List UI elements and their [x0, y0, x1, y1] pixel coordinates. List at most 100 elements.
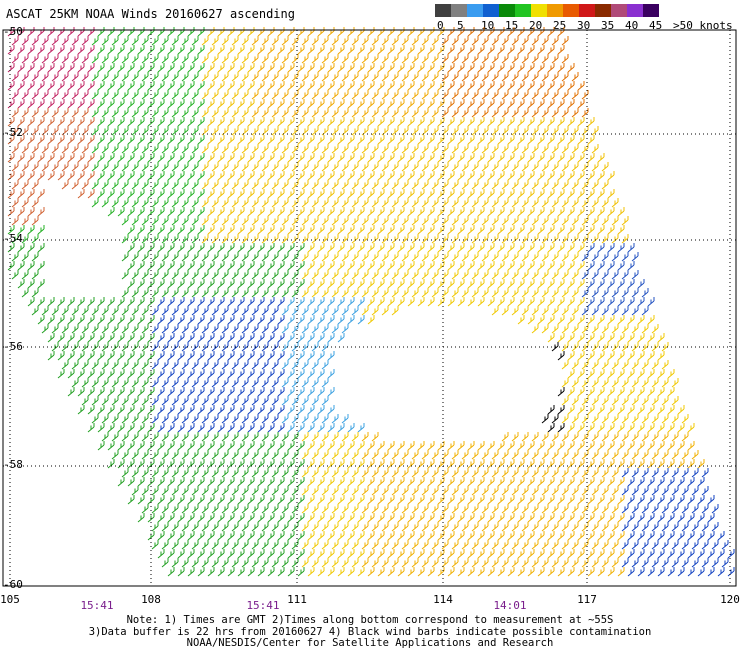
wind-barb	[351, 198, 359, 208]
wind-barb	[537, 567, 545, 577]
wind-barb	[61, 306, 69, 316]
wind-barb	[387, 297, 395, 307]
wind-barb	[491, 90, 499, 100]
wind-barb	[507, 27, 515, 37]
wind-barb	[367, 117, 375, 127]
wind-barb	[407, 207, 415, 217]
wind-barb	[587, 279, 595, 289]
wind-barb	[237, 405, 245, 415]
wind-barb	[21, 108, 29, 118]
wind-barb	[387, 531, 395, 541]
wind-barb	[181, 522, 189, 532]
wind-barb	[561, 522, 569, 532]
wind-barb	[471, 522, 479, 532]
wind-barb	[127, 315, 135, 325]
wind-barb	[307, 567, 315, 577]
wind-barb	[131, 216, 139, 226]
wind-barb	[511, 468, 519, 478]
wind-barb	[201, 198, 209, 208]
wind-barb	[321, 504, 329, 514]
wind-barb	[431, 450, 439, 460]
wind-barb	[547, 477, 555, 487]
wind-barb	[277, 63, 285, 73]
wind-barb	[497, 225, 505, 235]
wind-barb	[7, 171, 15, 181]
wind-barb	[411, 144, 419, 154]
wind-barb	[177, 297, 185, 307]
wind-barb	[591, 180, 599, 190]
wind-barb	[201, 396, 209, 406]
wind-barb	[377, 99, 385, 109]
wind-barb	[361, 234, 369, 244]
wind-barb	[337, 135, 345, 145]
wind-barb	[287, 333, 295, 343]
wind-barb	[601, 198, 609, 208]
wind-barb	[417, 459, 425, 469]
wind-barb	[537, 135, 545, 145]
wind-barb	[197, 135, 205, 145]
wind-barb	[297, 477, 305, 487]
wind-barb	[321, 252, 329, 262]
wind-barb	[611, 324, 619, 334]
wind-barb	[77, 171, 85, 181]
wind-barb	[617, 315, 625, 325]
wind-barb	[441, 180, 449, 190]
wind-barb	[281, 36, 289, 46]
wind-barb	[107, 351, 115, 361]
wind-barb	[187, 549, 195, 559]
wind-barb	[197, 549, 205, 559]
wind-barb	[411, 486, 419, 496]
wind-barb	[561, 396, 569, 406]
wind-barb	[541, 216, 549, 226]
wind-barb	[307, 333, 315, 343]
wind-barb	[341, 558, 349, 568]
legend-labels: 0 5 10 15 20 25 30 35 40 45 >50 knots	[435, 17, 733, 32]
wind-barb	[77, 315, 85, 325]
wind-barb	[391, 54, 399, 64]
wind-barb	[647, 333, 655, 343]
wind-barb	[401, 558, 409, 568]
wind-barb	[551, 216, 559, 226]
wind-barb	[361, 558, 369, 568]
wind-barb	[267, 189, 275, 199]
wind-barb	[401, 270, 409, 280]
wind-barb	[151, 270, 159, 280]
wind-barb	[167, 531, 175, 541]
wind-barb	[307, 297, 315, 307]
wind-barb	[341, 324, 349, 334]
wind-barb	[427, 459, 435, 469]
wind-barb	[371, 540, 379, 550]
wind-barb	[577, 513, 585, 523]
wind-barb	[521, 504, 529, 514]
wind-barb	[411, 108, 419, 118]
wind-barb	[77, 333, 85, 343]
wind-barb	[247, 27, 255, 37]
wind-barb	[261, 90, 269, 100]
wind-barb	[277, 261, 285, 271]
wind-barb	[531, 90, 539, 100]
wind-barb	[211, 558, 219, 568]
wind-barb	[437, 513, 445, 523]
wind-barb	[561, 450, 569, 460]
wind-barb	[651, 432, 659, 442]
wind-barb	[387, 117, 395, 127]
wind-barb	[211, 432, 219, 442]
wind-barb	[337, 81, 345, 91]
wind-barb	[667, 495, 675, 505]
wind-barb	[127, 99, 135, 109]
wind-barb	[387, 279, 395, 289]
wind-barb	[197, 261, 205, 271]
wind-barb	[477, 477, 485, 487]
wind-barb	[51, 144, 59, 154]
wind-barb	[367, 189, 375, 199]
lon-label-117: 117	[577, 593, 597, 606]
wind-barb	[281, 522, 289, 532]
wind-barb	[217, 99, 225, 109]
wind-barb	[141, 288, 149, 298]
wind-barb	[281, 558, 289, 568]
wind-barb	[547, 153, 555, 163]
wind-barb	[611, 540, 619, 550]
wind-barb	[621, 234, 629, 244]
wind-barb	[211, 72, 219, 82]
wind-barb	[521, 450, 529, 460]
